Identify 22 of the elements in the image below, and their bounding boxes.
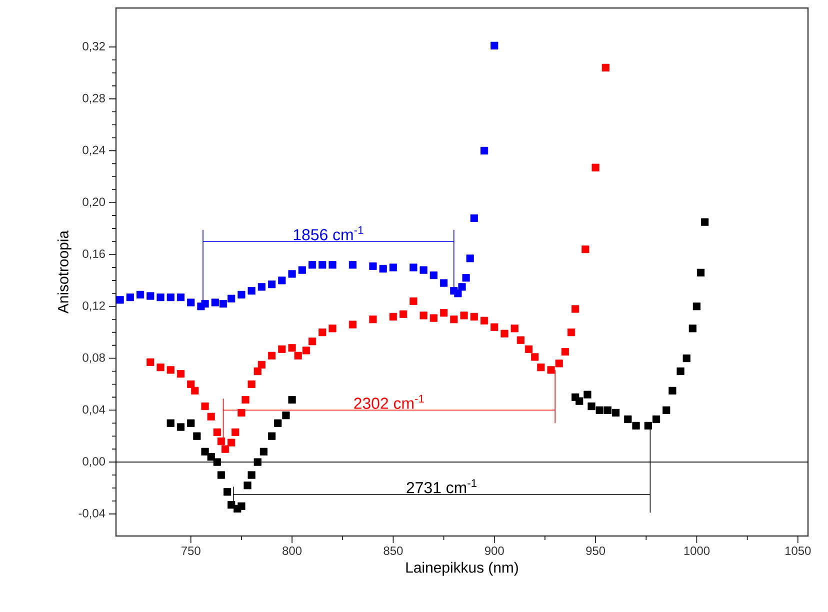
x-axis-title: Lainepikkus (nm): [406, 562, 518, 576]
x-tick-label: 750: [182, 546, 200, 555]
y-tick-label: 0,28: [82, 94, 105, 104]
y-tick-label: 0,24: [82, 146, 106, 156]
x-tick-label: 900: [484, 546, 504, 555]
y-tick-label: 0,04: [82, 405, 106, 416]
y-tick-label: -0,04: [78, 509, 106, 519]
y-tick-label: 0,08: [82, 353, 105, 364]
x-tick-label: 850: [384, 546, 403, 555]
annotation: 2302 cm$^{-1}$: [354, 394, 424, 409]
y-tick-label: 0,16: [82, 250, 105, 260]
y-axis-title: Anisotroopia: [57, 230, 72, 314]
x-tick-label: 800: [282, 546, 302, 555]
y-tick-label: 0,32: [82, 42, 105, 52]
annotation: 2731 cm$^{-1}$: [406, 479, 476, 494]
y-tick-label: 0,00: [82, 457, 106, 467]
annotation: 1856 cm$^{-1}$: [294, 226, 364, 240]
x-tick-label: 950: [586, 546, 606, 555]
x-tick-label: 1000: [684, 546, 710, 555]
x-tick-label: 1050: [786, 546, 811, 555]
y-tick-label: 0,20: [82, 198, 106, 208]
y-tick-label: 0,12: [82, 301, 105, 312]
